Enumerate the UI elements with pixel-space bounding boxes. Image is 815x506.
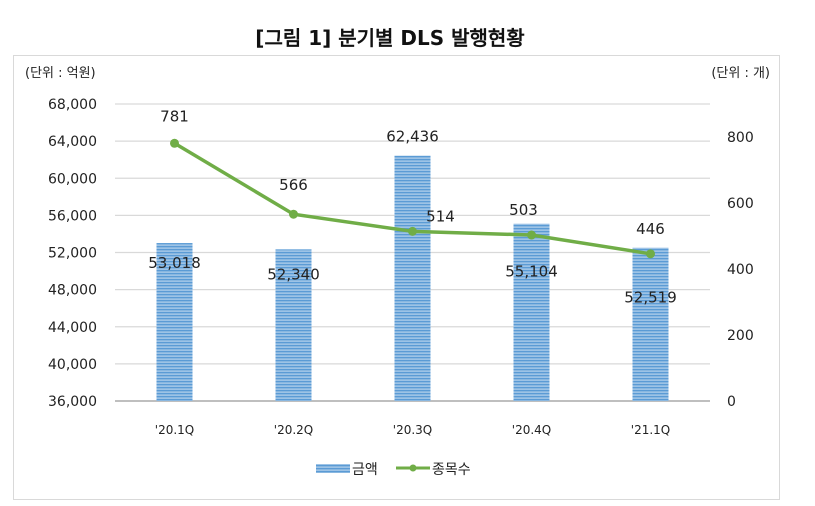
line-data-label: 503 xyxy=(509,201,538,219)
x-tick-label: '20.1Q xyxy=(155,423,194,437)
chart-frame xyxy=(13,55,780,500)
bar-data-label: 62,436 xyxy=(386,128,439,146)
bar-data-label: 55,104 xyxy=(505,263,558,281)
right-tick-label: 400 xyxy=(727,262,754,278)
line-data-label: 781 xyxy=(160,107,189,125)
x-tick-label: '20.3Q xyxy=(393,423,432,437)
left-tick-label: 36,000 xyxy=(48,394,97,410)
right-axis-unit: (단위 : 개) xyxy=(711,66,770,81)
left-tick-label: 44,000 xyxy=(48,320,97,336)
bar xyxy=(275,249,312,401)
left-tick-label: 60,000 xyxy=(48,171,97,187)
left-tick-label: 56,000 xyxy=(48,208,97,224)
right-tick-label: 0 xyxy=(727,394,736,410)
left-tick-label: 68,000 xyxy=(48,97,97,113)
bar xyxy=(513,223,550,401)
line-point xyxy=(408,226,417,236)
line-data-label: 514 xyxy=(426,207,455,225)
bar-data-label: 53,018 xyxy=(148,254,201,272)
line-point xyxy=(646,249,655,259)
left-tick-label: 40,000 xyxy=(48,357,97,373)
x-tick-label: '20.4Q xyxy=(512,423,551,437)
left-tick-label: 48,000 xyxy=(48,283,97,299)
legend-label: 종목수 xyxy=(432,462,471,478)
bar xyxy=(156,243,193,401)
right-tick-label: 800 xyxy=(727,130,754,146)
left-axis-unit: (단위 : 억원) xyxy=(25,66,96,81)
legend-label: 금액 xyxy=(352,462,378,478)
left-tick-label: 52,000 xyxy=(48,246,97,262)
legend-bar-swatch xyxy=(316,464,350,473)
x-tick-label: '21.1Q xyxy=(631,423,670,437)
line-data-label: 566 xyxy=(279,176,308,194)
legend-line-marker xyxy=(409,464,417,472)
right-tick-label: 200 xyxy=(727,328,754,344)
x-tick-label: '20.2Q xyxy=(274,423,313,437)
line-point xyxy=(527,230,536,240)
line-point xyxy=(170,138,179,148)
chart-title: [그림 1] 분기별 DLS 발행현황 xyxy=(255,26,525,50)
bar-data-label: 52,340 xyxy=(267,265,320,283)
bar xyxy=(394,155,431,401)
left-tick-label: 64,000 xyxy=(48,134,97,150)
line-point xyxy=(289,209,298,219)
bar-data-label: 52,519 xyxy=(624,289,677,307)
right-tick-label: 600 xyxy=(727,196,754,212)
line-data-label: 446 xyxy=(636,220,665,238)
bar xyxy=(632,247,669,401)
